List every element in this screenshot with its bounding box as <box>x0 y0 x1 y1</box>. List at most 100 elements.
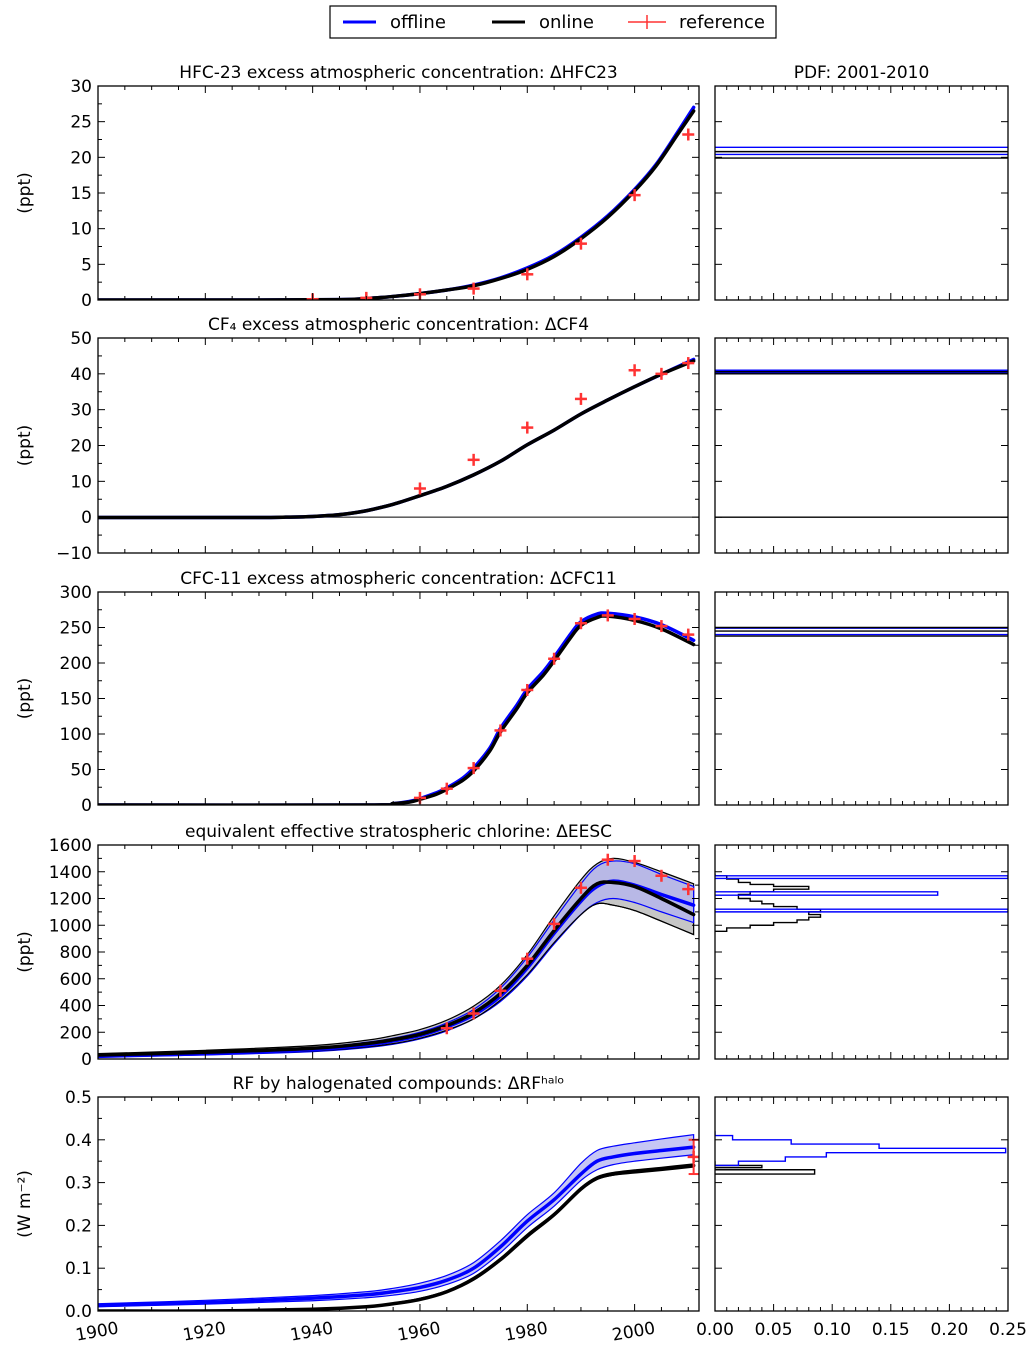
reference-marker <box>467 1007 480 1020</box>
main-axes: 0 50 100 150 200 250 300 <box>60 583 700 816</box>
reference-marker <box>628 364 641 377</box>
pdf-x-tick-label: 0.25 <box>989 1320 1027 1340</box>
legend-label-offline: offline <box>390 12 446 33</box>
reference-marker <box>521 421 534 434</box>
pdf-title: PDF: 2001-2010 <box>794 63 930 83</box>
series-line-online <box>98 359 696 520</box>
main-axes: 0 200 400 600 800 1000 1200 1400 1600 <box>49 836 700 1070</box>
pdf-offline-histogram-bar <box>715 875 1008 880</box>
x-tick-label: 1900 <box>74 1318 120 1345</box>
y-tick-label: 800 <box>60 943 92 963</box>
series-line-offline <box>98 611 696 805</box>
reference-marker <box>574 881 587 894</box>
pdf-offline-histogram <box>715 1131 1007 1167</box>
reference-marker <box>682 883 695 896</box>
legend-label-reference: reference <box>679 12 765 33</box>
pdf-plot-area <box>715 369 1008 518</box>
main-axes: 0.0 0.1 0.2 0.3 0.4 0.5 <box>65 1088 700 1322</box>
pdf-x-tick-label: 0.15 <box>872 1320 910 1340</box>
y-tick-label: 1400 <box>49 863 92 883</box>
panel-title: CF₄ excess atmospheric concentration: ΔC… <box>208 315 589 335</box>
y-tick-label: 15 <box>70 184 92 204</box>
legend-item-reference: reference <box>628 12 765 33</box>
pdf-plot-area <box>715 1131 1007 1175</box>
pdf-online-histogram <box>715 873 822 932</box>
y-tick-label: 20 <box>70 148 92 168</box>
reference-marker <box>682 357 695 370</box>
plot-area <box>98 1133 699 1311</box>
reference-marker <box>628 189 641 202</box>
reference-marker <box>521 952 534 965</box>
y-tick-label: 0.1 <box>65 1259 92 1279</box>
series-line-offline <box>98 357 696 520</box>
y-tick-label: 25 <box>70 113 92 133</box>
pdf-x-tick-label: 0.20 <box>930 1320 968 1340</box>
reference-marker <box>574 237 587 250</box>
reference-marker <box>494 724 507 737</box>
y-tick-label: 1600 <box>49 836 92 856</box>
y-tick-label: 100 <box>60 725 92 745</box>
y-tick-label: −10 <box>56 544 92 564</box>
y-tick-label: 200 <box>60 1023 92 1043</box>
y-tick-label: 200 <box>60 654 92 674</box>
main-axes-frame <box>97 85 700 301</box>
y-tick-label: 0.5 <box>65 1088 92 1108</box>
y-tick-label: 0 <box>81 1050 92 1070</box>
reference-marker <box>574 617 587 630</box>
y-tick-label: 40 <box>70 365 92 385</box>
plot-area <box>98 853 696 1059</box>
reference-marker <box>521 683 534 696</box>
y-axis-label: (ppt) <box>15 678 35 720</box>
panel-4: equivalent effective stratospheric chlor… <box>15 822 1009 1070</box>
y-tick-label: 50 <box>70 329 92 349</box>
series-line-offline <box>98 1145 696 1308</box>
offline-uncertainty-band <box>98 1133 695 1308</box>
y-tick-label: 0.4 <box>65 1131 92 1151</box>
pdf-axes <box>714 1096 1009 1312</box>
panel-2: CF₄ excess atmospheric concentration: ΔC… <box>15 315 1009 564</box>
y-tick-label: 5 <box>81 255 92 275</box>
y-tick-label: 10 <box>70 472 92 492</box>
pdf-online-histogram <box>715 1161 816 1175</box>
x-tick-label: 1960 <box>396 1318 442 1345</box>
series-line-offline <box>98 105 696 300</box>
legend-item-offline: offline <box>343 12 446 33</box>
y-tick-label: 300 <box>60 583 92 603</box>
offline-uncertainty-band <box>98 860 695 1058</box>
reference-marker <box>682 628 695 641</box>
y-tick-label: 0.0 <box>65 1302 92 1322</box>
y-tick-label: 30 <box>70 77 92 97</box>
pdf-x-tick-label: 0.00 <box>696 1320 734 1340</box>
reference-marker <box>440 1022 453 1035</box>
reference-marker <box>628 612 641 625</box>
pdf-plot-area <box>715 873 1008 932</box>
main-axes-frame <box>97 1096 700 1312</box>
y-tick-label: 0.3 <box>65 1174 92 1194</box>
pdf-plot-area <box>715 626 1008 637</box>
reference-marker <box>628 855 641 868</box>
reference-marker <box>521 268 534 281</box>
reference-marker <box>682 128 695 141</box>
panel-title: HFC-23 excess atmospheric concentration:… <box>179 63 617 83</box>
reference-marker <box>467 453 480 466</box>
main-axes-frame <box>97 337 700 554</box>
pdf-x-tick-label: 0.10 <box>813 1320 851 1340</box>
panel-title: equivalent effective stratospheric chlor… <box>185 822 612 842</box>
plot-area <box>98 609 696 805</box>
y-tick-label: 0 <box>81 291 92 311</box>
plot-area <box>98 105 696 300</box>
reference-marker <box>548 917 561 930</box>
y-tick-label: 0.2 <box>65 1216 92 1236</box>
x-tick-label: 1920 <box>181 1318 227 1345</box>
y-tick-label: 10 <box>70 220 92 240</box>
legend-frame <box>329 5 777 39</box>
pdf-axes <box>714 844 1009 1060</box>
reference-marker <box>655 620 668 633</box>
pdf-axes <box>714 85 1009 301</box>
panel-title: CFC-11 excess atmospheric concentration:… <box>180 569 617 589</box>
reference-marker <box>413 482 426 495</box>
y-axis-label: (ppt) <box>15 931 35 973</box>
legend-label-online: online <box>539 12 594 33</box>
series-line-online <box>98 880 696 1057</box>
